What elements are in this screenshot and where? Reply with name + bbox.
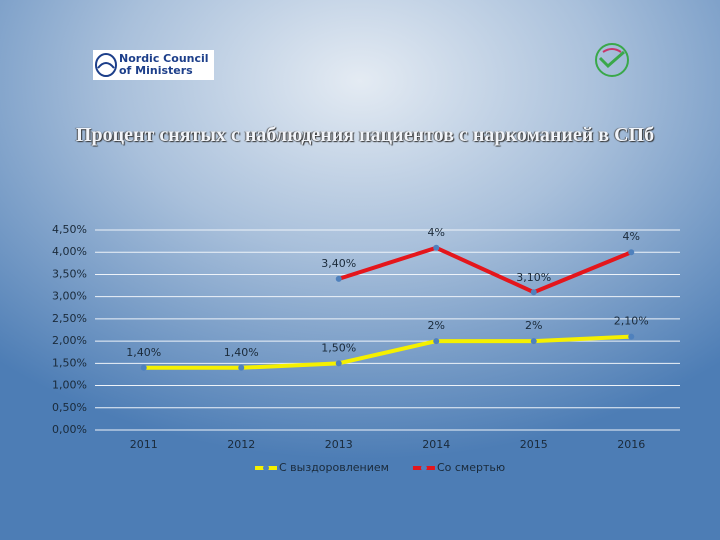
- x-tick-label: 2014: [422, 438, 450, 451]
- point: [433, 338, 440, 345]
- data-label: 4%: [623, 230, 640, 243]
- point: [628, 249, 635, 256]
- x-tick-label: 2015: [520, 438, 548, 451]
- data-label: 3,10%: [516, 271, 551, 284]
- x-tick-label: 2011: [130, 438, 158, 451]
- data-label: 4%: [428, 226, 445, 239]
- chart-title: Процент снятых с наблюдения пациентов с …: [75, 124, 655, 146]
- data-label: 2%: [428, 319, 445, 332]
- logo-text: Nordic Council: [119, 52, 209, 65]
- y-tick-label: 2,00%: [52, 334, 87, 347]
- point: [238, 364, 245, 371]
- legend-label: Со смертью: [437, 461, 505, 474]
- y-tick-label: 4,00%: [52, 245, 87, 258]
- legend-label: С выздоровлением: [279, 461, 389, 474]
- y-tick-label: 4,50%: [52, 223, 87, 236]
- data-label: 1,40%: [224, 346, 259, 359]
- x-tick-label: 2016: [617, 438, 645, 451]
- point: [530, 289, 537, 296]
- logo-text: of Ministers: [119, 64, 193, 77]
- y-tick-label: 1,50%: [52, 356, 87, 369]
- point: [140, 364, 147, 371]
- nordic-logo: Nordic Council of Ministers: [93, 50, 214, 80]
- legend-marker: [263, 465, 269, 471]
- point: [433, 244, 440, 251]
- y-tick-label: 0,00%: [52, 423, 87, 436]
- x-tick-label: 2013: [325, 438, 353, 451]
- point: [335, 275, 342, 282]
- x-tick-label: 2012: [227, 438, 255, 451]
- y-tick-label: 0,50%: [52, 401, 87, 414]
- y-tick-label: 3,00%: [52, 290, 87, 303]
- logo-icon: [95, 53, 117, 77]
- series-line: [338, 245, 633, 295]
- y-tick-label: 2,50%: [52, 312, 87, 325]
- data-label: 1,40%: [126, 346, 161, 359]
- y-tick-label: 1,00%: [52, 379, 87, 392]
- legend-marker: [420, 465, 427, 471]
- point: [335, 360, 342, 367]
- point: [628, 333, 635, 340]
- data-label: 3,40%: [321, 257, 356, 270]
- data-label: 2,10%: [614, 315, 649, 328]
- point: [530, 338, 537, 345]
- series-line: [143, 334, 632, 370]
- y-tick-label: 3,50%: [52, 267, 87, 280]
- data-label: 1,50%: [321, 341, 356, 354]
- data-label: 2%: [525, 319, 542, 332]
